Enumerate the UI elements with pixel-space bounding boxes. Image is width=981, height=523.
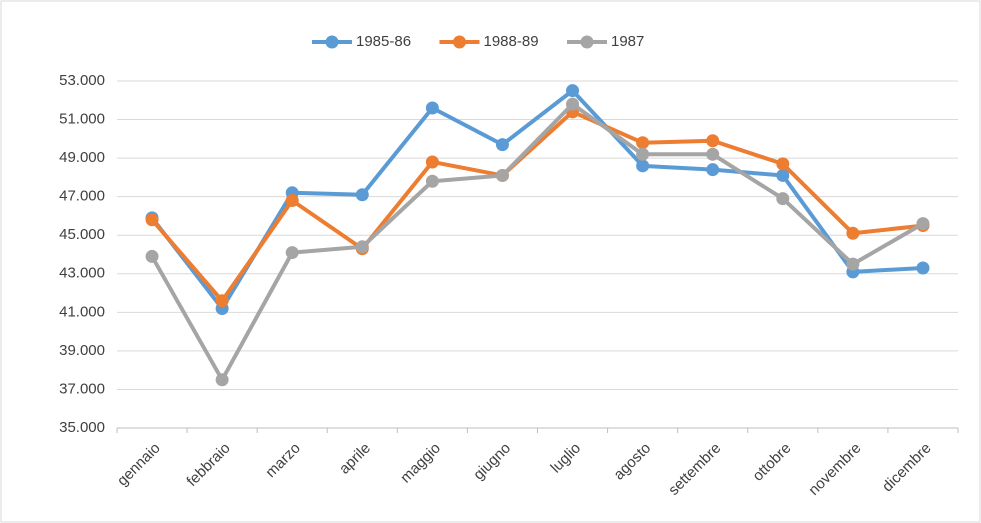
point [215,294,229,308]
point [846,257,860,271]
y-tick-label: 51.000 [59,111,105,128]
y-tick-label: 45.000 [59,226,105,243]
point [636,159,650,173]
point [495,168,509,182]
y-tick-label: 47.000 [59,188,105,205]
point [846,226,860,240]
point [145,249,159,263]
legend-label: 1988-89 [484,33,539,50]
point [355,188,369,202]
point [285,194,299,208]
y-tick-label: 41.000 [59,303,105,320]
y-tick-label: 35.000 [59,419,105,436]
point [706,147,720,161]
point [495,138,509,152]
point [425,155,439,169]
legend-marker [580,35,594,49]
series-line [150,102,924,382]
point [425,101,439,115]
point [916,261,930,275]
point [706,134,720,148]
y-tick-label: 39.000 [59,342,105,359]
point [706,163,720,177]
y-tick-label: 49.000 [59,149,105,166]
point [636,147,650,161]
point [566,84,580,98]
point [566,97,580,111]
point [636,136,650,150]
y-tick-label: 53.000 [59,72,105,89]
legend-label: 1985-86 [356,33,411,50]
point [776,157,790,171]
legend-label: 1987 [611,33,644,50]
point [776,168,790,182]
series-line [150,109,924,303]
series-line [150,88,924,311]
point [776,192,790,206]
legend-marker [453,35,466,49]
point [145,213,159,227]
point [425,174,439,188]
legend-marker [325,35,339,49]
point [285,246,299,260]
point [916,217,930,231]
point [355,240,369,254]
point [215,373,229,387]
y-tick-label: 37.000 [59,380,105,397]
y-tick-label: 43.000 [59,265,105,282]
